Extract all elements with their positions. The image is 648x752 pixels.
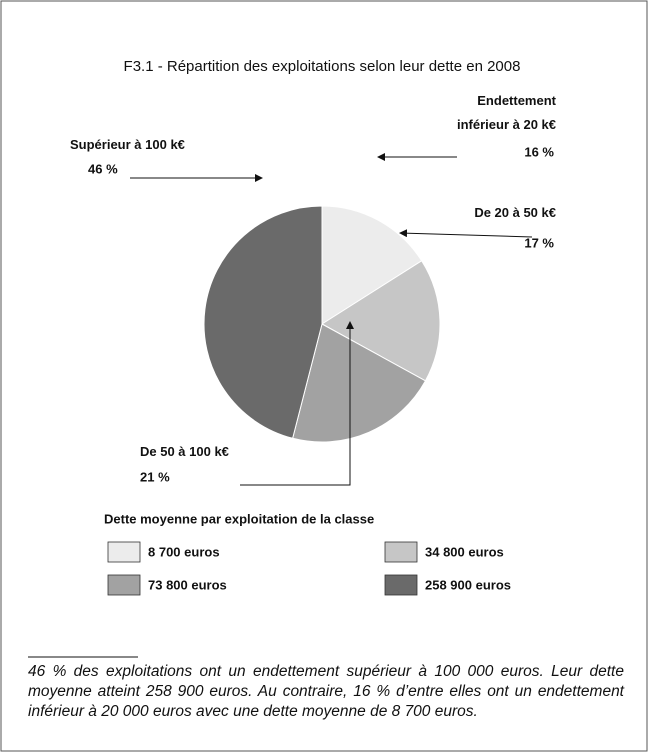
leaders (130, 153, 533, 486)
category-label: De 50 à 100 k€ (140, 444, 229, 459)
value-label: 17 % (524, 235, 554, 250)
legend-label: 73 800 euros (148, 577, 227, 592)
legend-swatch (384, 541, 418, 563)
legend-label: 8 700 euros (148, 544, 220, 559)
chart-title: F3.1 - Répartition des exploitations sel… (124, 58, 521, 75)
value-label: 16 % (524, 144, 554, 159)
legend-label: 34 800 euros (425, 544, 504, 559)
category-label: Supérieur à 100 k€ (70, 137, 185, 152)
legend-label: 258 900 euros (425, 577, 511, 592)
category-label: Endettement inférieur à 20 k€ (457, 93, 556, 132)
pie-slice (321, 205, 423, 325)
pie-slice (292, 323, 427, 443)
legend-swatch (384, 574, 418, 596)
legend-title: Dette moyenne par exploitation de la cla… (104, 511, 374, 526)
legend-swatch (107, 541, 141, 563)
category-label: De 20 à 50 k€ (474, 205, 556, 220)
pie-slice (321, 260, 441, 382)
value-label: 46 % (88, 161, 118, 176)
footnote: 46 % des exploitations ont un endettemen… (28, 663, 624, 720)
value-label: 21 % (140, 469, 170, 484)
pie-slice (203, 205, 323, 439)
legend-swatch (107, 574, 141, 596)
